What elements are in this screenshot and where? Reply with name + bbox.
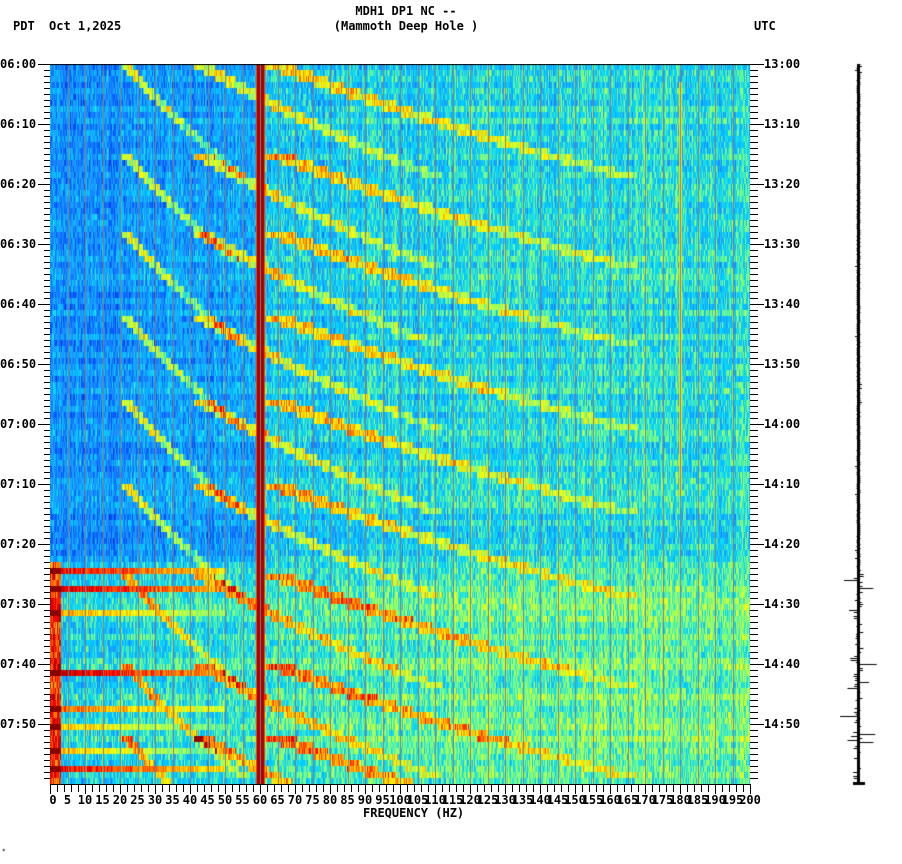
right-time-tick-label: 14:40 [764,657,801,671]
frequency-tick-label: 105 [406,793,429,807]
right-time-tick-label: 14:30 [764,597,801,611]
left-time-tick-label: 06:20 [0,177,37,191]
frequency-tick-label: 170 [634,793,656,807]
frequency-tick-label: 85 [340,793,355,807]
frequency-tick-label: 175 [651,793,674,807]
station-name-title: (Mammoth Deep Hole ) [333,19,479,33]
left-time-tick-label: 07:00 [0,417,37,431]
frequency-tick-label: 75 [305,793,320,807]
corner-mark: * [2,848,6,855]
frequency-tick-label: 160 [599,793,621,807]
spectrogram-plot [50,64,750,784]
frequency-tick-label: 50 [217,793,233,807]
right-time-tick-label: 13:10 [764,117,801,131]
frequency-tick-label: 35 [165,793,180,807]
left-time-tick-label: 06:00 [0,57,37,71]
frequency-tick-label: 150 [564,793,586,807]
frequency-tick-label: 190 [704,793,726,807]
frequency-tick-label: 140 [529,793,551,807]
frequency-tick-label: 65 [270,793,285,807]
frequency-tick-label: 0 [49,793,57,807]
frequency-tick-label: 135 [511,793,534,807]
frequency-tick-label: 40 [182,793,198,807]
right-time-tick-label: 14:20 [764,537,801,551]
frequency-tick-label: 80 [322,793,338,807]
frequency-tick-label: 15 [95,793,110,807]
left-timezone-label: PDT [13,19,35,33]
left-time-tick-label: 06:10 [0,117,37,131]
frequency-tick-label: 125 [476,793,499,807]
frequency-tick-label: 70 [287,793,303,807]
right-time-tick-label: 13:50 [764,357,801,371]
frequency-tick-label: 30 [147,793,163,807]
right-time-tick-label: 13:40 [764,297,801,311]
right-time-tick-label: 14:50 [764,717,801,731]
frequency-tick-label: 60 [252,793,268,807]
seismogram-trace [840,60,880,790]
frequency-tick-label: 95 [375,793,390,807]
left-time-tick-label: 06:40 [0,297,37,311]
frequency-tick-label: 195 [721,793,744,807]
right-timezone-label: UTC [754,19,776,33]
frequency-tick-label: 55 [235,793,250,807]
frequency-tick-label: 5 [63,793,72,807]
frequency-tick-label: 120 [459,793,481,807]
frequency-tick-label: 110 [424,793,446,807]
right-time-tick-label: 13:00 [764,57,801,71]
left-time-tick-label: 07:10 [0,477,37,491]
right-time-tick-label: 14:10 [764,477,801,491]
left-time-tick-label: 07:40 [0,657,37,671]
right-time-tick-label: 13:20 [764,177,801,191]
frequency-tick-label: 130 [494,793,516,807]
frequency-tick-label: 155 [581,793,604,807]
frequency-tick-label: 145 [546,793,569,807]
right-time-tick-label: 13:30 [764,237,801,251]
date-label: Oct 1,2025 [49,19,122,33]
frequency-axis-title: FREQUENCY (HZ) [363,806,465,820]
station-code-title: MDH1 DP1 NC -- [355,4,457,18]
left-time-tick-label: 07:50 [0,717,37,731]
frequency-tick-label: 200 [739,793,761,807]
frequency-tick-label: 180 [669,793,691,807]
left-time-tick-label: 07:20 [0,537,37,551]
frequency-tick-label: 10 [77,793,93,807]
frequency-tick-label: 100 [389,793,411,807]
left-time-tick-label: 07:30 [0,597,37,611]
frequency-tick-label: 165 [616,793,639,807]
frequency-tick-label: 115 [441,793,464,807]
frequency-tick-label: 45 [200,793,215,807]
left-time-tick-label: 06:30 [0,237,37,251]
frequency-tick-label: 25 [130,793,145,807]
frequency-tick-label: 185 [686,793,709,807]
frequency-tick-label: 90 [357,793,373,807]
right-time-tick-label: 14:00 [764,417,801,431]
left-time-tick-label: 06:50 [0,357,37,371]
frequency-tick-label: 20 [112,793,128,807]
